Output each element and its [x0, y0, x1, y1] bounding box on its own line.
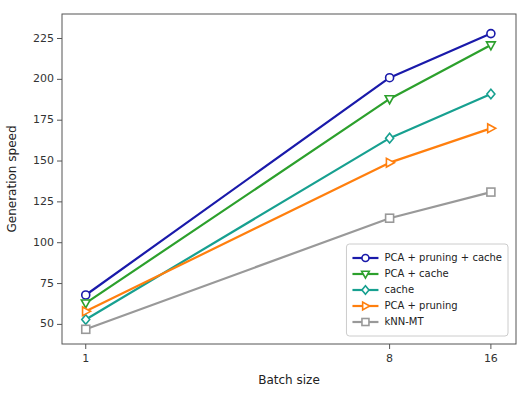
legend-marker [363, 302, 370, 310]
legend-marker [362, 319, 369, 326]
legend-label: PCA + cache [384, 268, 448, 279]
legend: PCA + pruning + cache PCA + cache cache PCA… [346, 244, 508, 336]
x-tick [389, 344, 390, 349]
x-tick-label: 1 [82, 352, 89, 365]
legend-marker [362, 255, 369, 262]
data-point [487, 89, 495, 99]
legend-item: kNN-MT [352, 316, 424, 327]
legend-frame [346, 244, 508, 336]
x-tick [490, 344, 491, 349]
y-tick [57, 120, 62, 121]
legend-item: cache [352, 284, 414, 295]
legend-marker [362, 286, 369, 294]
x-tick-label: 16 [484, 352, 498, 365]
legend-label: kNN-MT [384, 316, 424, 327]
data-point [386, 214, 394, 222]
y-tick [57, 242, 62, 243]
legend-label: PCA + pruning + cache [384, 252, 502, 263]
y-tick-label: 100 [33, 236, 54, 249]
x-tick [85, 344, 86, 349]
y-tick-label: 75 [40, 277, 54, 290]
y-tick [57, 79, 62, 80]
data-point [488, 124, 496, 133]
y-tick-label: 125 [33, 195, 54, 208]
y-tick [57, 324, 62, 325]
data-point [83, 307, 91, 316]
legend-item: PCA + pruning + cache [352, 252, 502, 263]
data-point [487, 188, 495, 196]
y-tick-label: 175 [33, 113, 54, 126]
data-point [82, 325, 90, 333]
plot-background [62, 14, 516, 344]
data-point [385, 96, 394, 104]
data-point [386, 158, 394, 167]
data-point [386, 133, 394, 143]
y-axis-label: Generation speed [5, 125, 19, 232]
data-point [386, 74, 394, 82]
legend-marker [362, 271, 370, 278]
data-point [487, 30, 495, 38]
legend-label: cache [384, 284, 414, 295]
y-tick-label: 50 [40, 317, 54, 330]
y-tick [57, 38, 62, 39]
y-tick [57, 283, 62, 284]
x-tick-label: 8 [386, 352, 393, 365]
y-tick-label: 200 [33, 72, 54, 85]
data-point [82, 291, 90, 299]
data-point [486, 42, 495, 50]
legend-item: PCA + pruning [352, 300, 457, 311]
plot-frame [62, 14, 516, 344]
chart: 50 75 100 125 150 175 200 225 1 8 16 Batch size Gene… [0, 0, 528, 394]
y-tick [57, 161, 62, 162]
x-axis-label: Batch size [258, 373, 320, 387]
legend-label: PCA + pruning [384, 300, 457, 311]
legend-item: PCA + cache [352, 268, 448, 279]
y-tick [57, 201, 62, 202]
y-tick-label: 225 [33, 32, 54, 45]
y-tick-label: 150 [33, 154, 54, 167]
